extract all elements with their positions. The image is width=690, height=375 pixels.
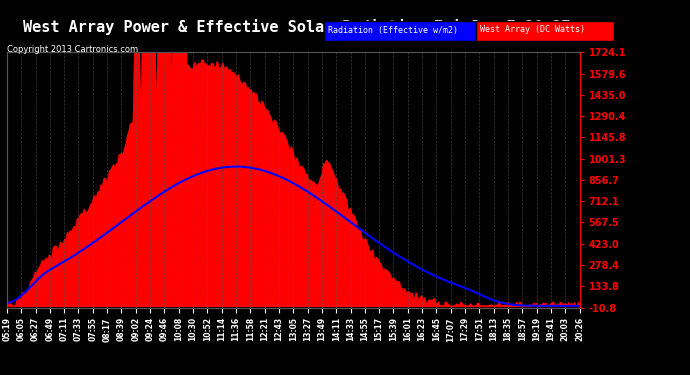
Text: West Array Power & Effective Solar Radiation Fri Jun 7 20:27: West Array Power & Effective Solar Radia… xyxy=(23,19,571,35)
Text: West Array (DC Watts): West Array (DC Watts) xyxy=(480,26,584,34)
Text: Radiation (Effective w/m2): Radiation (Effective w/m2) xyxy=(328,26,457,34)
Text: Copyright 2013 Cartronics.com: Copyright 2013 Cartronics.com xyxy=(7,45,138,54)
